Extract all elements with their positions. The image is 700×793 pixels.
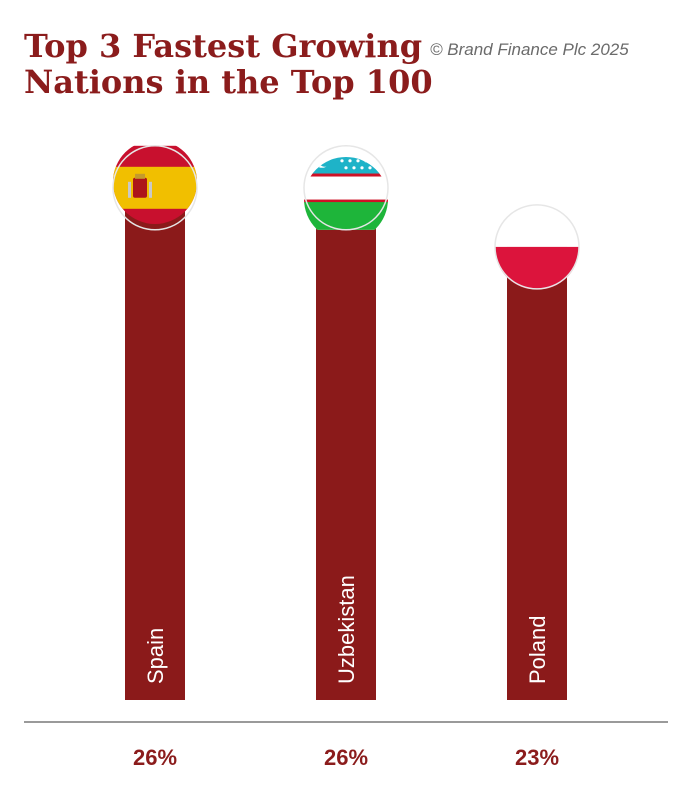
value-label: 26% xyxy=(133,745,177,770)
bar-poland xyxy=(507,246,567,700)
category-label: Spain xyxy=(143,628,168,684)
category-label: Poland xyxy=(525,615,550,684)
chart-title: Top 3 Fastest Growing Nations in the Top… xyxy=(24,28,433,100)
spain-flag-icon xyxy=(113,145,197,224)
value-label: 26% xyxy=(324,745,368,770)
copyright-notice: © Brand Finance Plc 2025 xyxy=(430,40,629,59)
uzbekistan-flag-icon xyxy=(304,157,388,230)
chart-title-line-1: Top 3 Fastest Growing xyxy=(24,27,423,65)
category-label: Uzbekistan xyxy=(334,575,359,684)
chart-title-line-2: Nations in the Top 100 xyxy=(24,63,433,101)
value-label: 23% xyxy=(515,745,559,770)
bar-uzbekistan xyxy=(316,187,376,701)
bar-spain xyxy=(125,187,185,701)
